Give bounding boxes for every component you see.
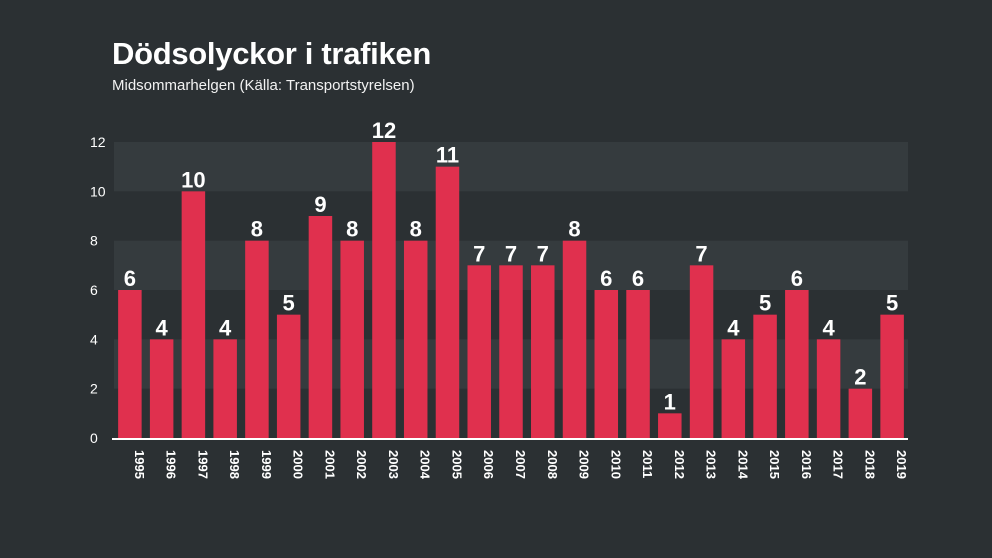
data-label: 7 bbox=[505, 241, 517, 266]
data-label: 2 bbox=[854, 365, 866, 390]
y-tick-label: 12 bbox=[90, 134, 106, 150]
data-label: 7 bbox=[537, 241, 549, 266]
bar-2002 bbox=[340, 240, 364, 438]
bar-2004 bbox=[403, 240, 428, 438]
x-tick-label: 2010 bbox=[608, 450, 623, 479]
bar-2007 bbox=[499, 265, 523, 438]
x-tick-label: 2012 bbox=[672, 450, 687, 479]
y-tick-label: 4 bbox=[90, 331, 98, 347]
data-label: 12 bbox=[372, 118, 396, 143]
x-tick-label: 2004 bbox=[418, 450, 433, 480]
data-label: 4 bbox=[822, 315, 835, 340]
x-tick-label: 2001 bbox=[322, 450, 337, 479]
x-tick-label: 1996 bbox=[164, 450, 179, 479]
x-tick-label: 1997 bbox=[195, 450, 210, 479]
data-label: 4 bbox=[156, 315, 169, 340]
x-tick-label: 2015 bbox=[767, 450, 782, 479]
x-tick-label: 2017 bbox=[831, 450, 846, 479]
x-tick-label: 2019 bbox=[894, 450, 909, 479]
x-tick-label: 2006 bbox=[481, 450, 496, 479]
data-label: 4 bbox=[727, 315, 740, 340]
x-tick-label: 1998 bbox=[227, 450, 242, 479]
data-label: 6 bbox=[791, 266, 803, 291]
data-label: 5 bbox=[759, 291, 771, 316]
data-label: 6 bbox=[124, 266, 136, 291]
bar-2005 bbox=[435, 166, 460, 438]
data-label: 7 bbox=[695, 241, 707, 266]
x-tick-label: 2018 bbox=[862, 450, 877, 479]
bar-2012 bbox=[658, 413, 682, 438]
x-tick-label: 2003 bbox=[386, 450, 401, 479]
bar-1999 bbox=[245, 240, 269, 438]
data-label: 5 bbox=[886, 291, 898, 316]
x-tick-label: 1999 bbox=[259, 450, 274, 479]
bar-2001 bbox=[308, 216, 333, 438]
x-tick-label: 2000 bbox=[291, 450, 306, 479]
chart-subtitle: Midsommarhelgen (Källa: Transportstyrels… bbox=[112, 77, 415, 94]
data-label: 6 bbox=[632, 266, 644, 291]
bar-1998 bbox=[213, 339, 237, 438]
data-label: 11 bbox=[436, 143, 459, 168]
bar-1996 bbox=[149, 339, 174, 438]
x-tick-label: 1995 bbox=[132, 450, 147, 479]
chart-title: Dödsolyckor i trafiken bbox=[112, 36, 431, 71]
x-tick-label: 2005 bbox=[449, 450, 464, 479]
bar-2003 bbox=[372, 142, 396, 438]
x-tick-label: 2008 bbox=[545, 450, 560, 479]
bar-2006 bbox=[467, 265, 491, 438]
data-label: 9 bbox=[314, 192, 326, 217]
bar-1995 bbox=[118, 290, 142, 438]
bar-2018 bbox=[848, 388, 873, 438]
x-tick-label: 2007 bbox=[513, 450, 528, 479]
bar-2011 bbox=[626, 290, 650, 438]
bar-2000 bbox=[276, 314, 301, 438]
bar-1997 bbox=[181, 191, 206, 438]
data-label: 4 bbox=[219, 315, 232, 340]
y-tick-label: 6 bbox=[90, 282, 98, 298]
bar-2016 bbox=[785, 290, 809, 438]
x-tick-label: 2002 bbox=[354, 450, 369, 479]
x-tick-label: 2011 bbox=[640, 450, 655, 478]
data-label: 7 bbox=[473, 241, 485, 266]
y-tick-label: 8 bbox=[90, 233, 98, 249]
data-label: 8 bbox=[251, 217, 263, 242]
data-label: 8 bbox=[568, 217, 580, 242]
bar-2014 bbox=[721, 339, 746, 438]
bar-2008 bbox=[531, 265, 555, 438]
x-tick-label: 2016 bbox=[799, 450, 814, 479]
data-label: 10 bbox=[181, 167, 205, 192]
y-tick-label: 0 bbox=[90, 430, 98, 446]
x-tick-label: 2013 bbox=[704, 450, 719, 479]
data-label: 5 bbox=[283, 291, 295, 316]
bar-2009 bbox=[562, 240, 587, 438]
data-label: 8 bbox=[410, 217, 422, 242]
y-tick-label: 2 bbox=[90, 381, 98, 397]
bar-2019 bbox=[880, 314, 904, 438]
bar-2015 bbox=[753, 314, 777, 438]
bar-2017 bbox=[816, 339, 841, 438]
data-label: 1 bbox=[664, 389, 676, 414]
grid-band bbox=[114, 142, 908, 192]
data-label: 8 bbox=[346, 217, 358, 242]
x-tick-label: 2009 bbox=[577, 450, 592, 479]
x-tick-label: 2014 bbox=[735, 450, 750, 480]
y-tick-label: 10 bbox=[90, 183, 106, 199]
bar-2013 bbox=[689, 265, 714, 438]
bar-2010 bbox=[594, 290, 619, 438]
data-label: 6 bbox=[600, 266, 612, 291]
